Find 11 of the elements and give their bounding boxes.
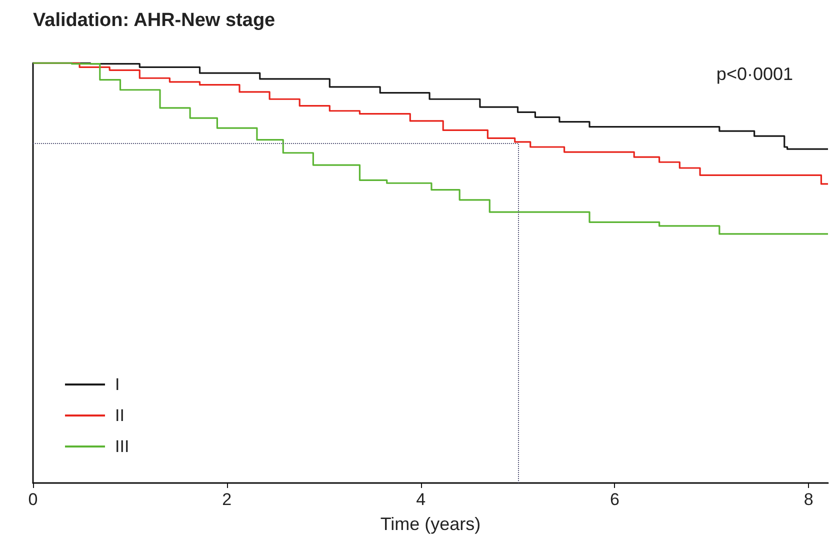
x-tick-label: 2 (222, 490, 232, 509)
legend-label: II (115, 406, 124, 425)
x-tick-label: 4 (416, 490, 426, 509)
legend-label: I (115, 375, 120, 394)
annotation: p<0·0001 (716, 64, 794, 84)
chart-title: Validation: AHR-New stage (33, 10, 276, 31)
legend-label: III (115, 437, 130, 456)
x-tick-label: 8 (804, 490, 814, 509)
x-tick-label: 0 (28, 490, 38, 509)
x-axis-title: Time (years) (380, 514, 481, 534)
x-tick-label: 6 (610, 490, 620, 509)
